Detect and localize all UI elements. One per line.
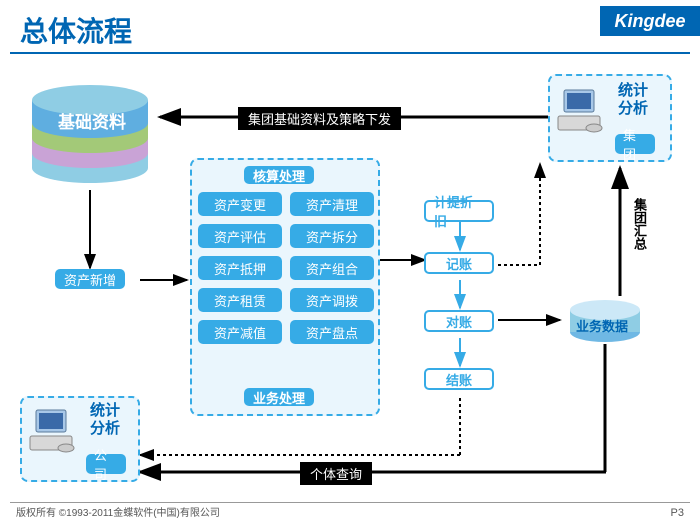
center-header: 核算处理 [244, 166, 314, 184]
arrow-top-label: 集团基础资料及策略下发 [238, 107, 401, 130]
footer-line [10, 502, 690, 503]
flow-step: 结账 [424, 368, 494, 390]
center-item: 资产租赁 [198, 288, 282, 312]
computer-icon [556, 86, 606, 136]
db-label: 基础资料 [58, 108, 126, 133]
stat-title-group: 统计分析 [612, 82, 654, 118]
group-summary-label: 集团汇总 [630, 198, 649, 250]
center-item: 资产评估 [198, 224, 282, 248]
stat-title-company: 统计分析 [84, 402, 126, 438]
database-icon [25, 78, 165, 193]
center-item: 资产盘点 [290, 320, 374, 344]
computer-icon [28, 406, 78, 456]
center-items-grid: 资产变更资产清理资产评估资产拆分资产抵押资产组合资产租赁资产调拨资产减值资产盘点 [198, 192, 374, 344]
center-item: 资产抵押 [198, 256, 282, 280]
flow-step: 记账 [424, 252, 494, 274]
center-item: 资产变更 [198, 192, 282, 216]
arrow-bottom-label: 个体查询 [300, 462, 372, 485]
center-item: 资产清理 [290, 192, 374, 216]
flow-step: 对账 [424, 310, 494, 332]
center-item: 资产组合 [290, 256, 374, 280]
center-item: 资产拆分 [290, 224, 374, 248]
bizdata-label: 业务数据 [576, 316, 628, 335]
company-btn: 公司 [86, 454, 126, 474]
copyright: 版权所有 ©1993-2011金蝶软件(中国)有限公司 [16, 504, 220, 519]
center-item: 资产减值 [198, 320, 282, 344]
page-number: P3 [671, 507, 684, 519]
group-btn: 集团 [615, 134, 655, 154]
asset-new-btn: 资产新增 [55, 269, 125, 289]
center-footer: 业务处理 [244, 388, 314, 406]
center-item: 资产调拨 [290, 288, 374, 312]
flow-step: 计提折旧 [424, 200, 494, 222]
